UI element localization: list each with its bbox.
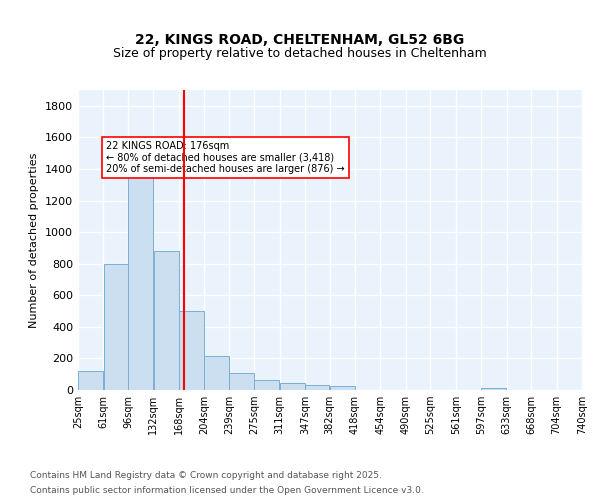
Bar — [154, 251, 179, 390]
Text: Contains public sector information licensed under the Open Government Licence v3: Contains public sector information licen… — [30, 486, 424, 495]
Text: Size of property relative to detached houses in Cheltenham: Size of property relative to detached ho… — [113, 48, 487, 60]
Text: 22, KINGS ROAD, CHELTENHAM, GL52 6BG: 22, KINGS ROAD, CHELTENHAM, GL52 6BG — [136, 32, 464, 46]
Bar — [481, 388, 506, 390]
Text: Contains HM Land Registry data © Crown copyright and database right 2025.: Contains HM Land Registry data © Crown c… — [30, 471, 382, 480]
Bar — [254, 380, 280, 390]
Bar — [205, 356, 229, 390]
Bar — [78, 371, 103, 390]
Text: 22 KINGS ROAD: 176sqm
← 80% of detached houses are smaller (3,418)
20% of semi-d: 22 KINGS ROAD: 176sqm ← 80% of detached … — [106, 140, 345, 173]
Bar — [280, 383, 305, 390]
Bar — [104, 264, 128, 390]
Bar — [330, 386, 355, 390]
Bar — [128, 153, 153, 390]
Bar — [305, 386, 329, 390]
Bar — [229, 372, 254, 390]
Y-axis label: Number of detached properties: Number of detached properties — [29, 152, 40, 328]
Bar — [179, 311, 204, 390]
